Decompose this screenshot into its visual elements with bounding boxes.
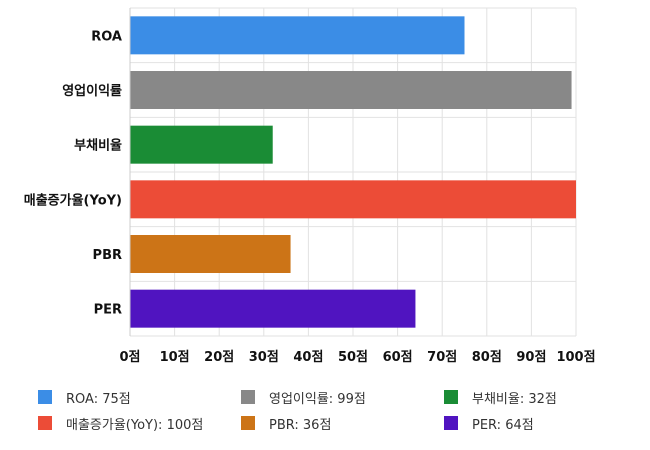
legend-item: PER: 64점 (444, 414, 614, 433)
x-tick-label: 80점 (472, 350, 502, 365)
category-label: ROA (91, 29, 122, 44)
bar-2 (130, 125, 273, 164)
x-tick-label: 30점 (249, 350, 279, 365)
legend-item: PBR: 36점 (241, 414, 444, 433)
legend-label: 매출증가율(YoY): 100점 (66, 417, 204, 433)
legend-item: 부채비율: 32점 (444, 388, 614, 407)
bar-3 (130, 180, 576, 219)
legend-swatch (38, 390, 52, 404)
x-tick-label: 100점 (556, 350, 595, 365)
legend-label: ROA: 75점 (66, 391, 131, 407)
x-tick-label: 10점 (160, 350, 190, 365)
x-tick-label: 50점 (338, 350, 368, 365)
category-label: PER (94, 303, 122, 318)
legend-label: 영업이익률: 99점 (269, 391, 366, 407)
legend-label: 부채비율: 32점 (472, 391, 557, 407)
category-label: 영업이익률 (62, 83, 122, 99)
x-tick-label: 70점 (427, 350, 457, 365)
legend-item: 매출증가율(YoY): 100점 (38, 414, 241, 433)
x-tick-label: 20점 (204, 350, 234, 365)
legend-swatch (444, 416, 458, 430)
category-label: PBR (93, 248, 122, 263)
bar-4 (130, 235, 291, 273)
x-tick-label: 40점 (293, 350, 323, 365)
legend-item: ROA: 75점 (38, 388, 241, 407)
legend-swatch (38, 416, 52, 430)
x-tick-label: 60점 (383, 350, 413, 365)
category-label: 부채비율 (74, 138, 122, 154)
legend-swatch (241, 416, 255, 430)
legend-item: 영업이익률: 99점 (241, 388, 444, 407)
legend-label: PER: 64점 (472, 417, 534, 433)
x-tick-label: 0점 (119, 350, 140, 365)
legend-swatch (444, 390, 458, 404)
category-label: 매출증가율(YoY) (24, 192, 122, 208)
legend-swatch (241, 390, 255, 404)
bar-0 (130, 16, 465, 55)
x-tick-label: 90점 (516, 350, 546, 365)
bar-1 (130, 71, 572, 109)
legend-label: PBR: 36점 (269, 417, 332, 433)
bar-5 (130, 289, 416, 328)
